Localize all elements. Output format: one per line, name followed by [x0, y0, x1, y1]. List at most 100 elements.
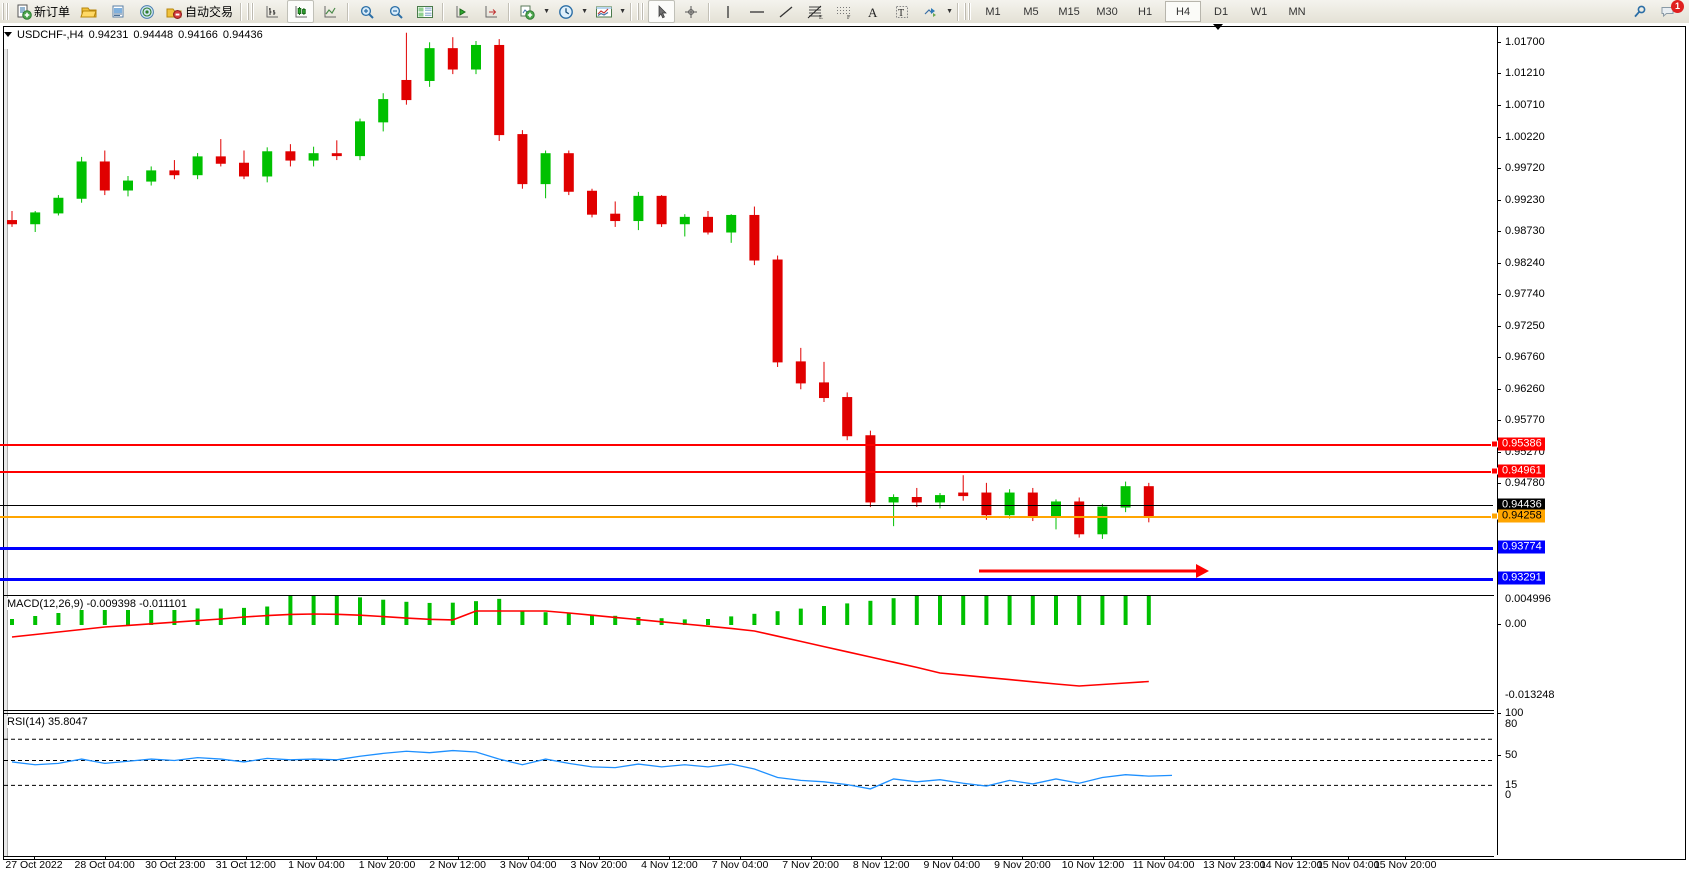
zoom-in-button[interactable]: [353, 0, 380, 23]
indicator-add-button[interactable]: [514, 0, 541, 23]
level-line-last-price[interactable]: [0, 504, 1493, 506]
time-axis-tick: [1022, 856, 1024, 860]
axis-tick: [1497, 262, 1501, 264]
chart-border: [3, 26, 1686, 860]
period-clock-button[interactable]: [552, 0, 579, 23]
rsi-axis-tick: [1497, 713, 1501, 714]
bar-chart-button[interactable]: [258, 0, 285, 23]
timeframe-m30[interactable]: M30: [1096, 5, 1118, 18]
zoom-out-button[interactable]: [382, 0, 409, 23]
timeframe-m5[interactable]: M5: [1023, 5, 1039, 18]
level-line-support-lower[interactable]: [0, 577, 1493, 581]
time-axis-label: 9 Nov 04:00: [923, 859, 981, 871]
rsi-pane[interactable]: RSI(14) 35.8047: [4, 713, 1494, 855]
level-line-resistance-upper[interactable]: [0, 444, 1493, 447]
rsi-axis-label: 0: [1505, 789, 1512, 801]
templates-button[interactable]: [590, 0, 617, 23]
equidistant-channel-button[interactable]: F: [830, 0, 857, 23]
time-axis-label: 8 Nov 12:00: [852, 859, 910, 871]
timeframe-mn[interactable]: MN: [1288, 5, 1306, 18]
crosshair-button[interactable]: [677, 0, 704, 23]
candlestick-chart-button[interactable]: [287, 0, 315, 23]
timeframe-w1[interactable]: W1: [1250, 5, 1268, 18]
print-preview-button[interactable]: [104, 0, 131, 23]
axis-tick: [1497, 294, 1501, 296]
toolbar-separator-3: [442, 2, 445, 21]
axis-tick-label: 0.97250: [1505, 319, 1545, 332]
timeframe-m15[interactable]: M15: [1058, 5, 1080, 18]
search-icon: [1633, 5, 1645, 17]
search-button[interactable]: [1626, 0, 1653, 23]
time-axis-tick: [104, 856, 106, 860]
text-box-button[interactable]: T: [888, 0, 915, 23]
axis-tick-label: 0.98730: [1505, 225, 1545, 238]
level-line-support-upper[interactable]: [0, 546, 1493, 550]
toolbar-grip-3[interactable]: [637, 3, 645, 20]
new-order-button[interactable]: 新订单: [13, 0, 73, 23]
fibonacci-button[interactable]: E: [801, 0, 828, 23]
price-tag-last-price: 0.94436: [1498, 498, 1545, 512]
toolbar-grip[interactable]: [2, 3, 9, 20]
level-line-resistance-lower[interactable]: [0, 471, 1493, 474]
level-handle-resistance-upper[interactable]: [1491, 440, 1498, 448]
vertical-line-button[interactable]: [714, 0, 741, 23]
axis-tick: [1497, 419, 1501, 421]
auto-scroll-button[interactable]: [448, 0, 475, 23]
toolbar-separator-5: [630, 2, 633, 21]
rsi-axis-label: 50: [1505, 749, 1518, 761]
expert-advisor-button[interactable]: 自动交易: [162, 0, 236, 23]
signals-button[interactable]: [133, 0, 160, 23]
level-handle-resistance-lower[interactable]: [1491, 467, 1498, 475]
chart-vertical-scrollbar[interactable]: [4, 49, 8, 857]
text-label-button[interactable]: A: [859, 0, 886, 23]
macd-plot: [10, 596, 1151, 687]
data-window-icon: [416, 5, 433, 18]
horizontal-line-button[interactable]: [743, 0, 770, 23]
chart-high-price: 0.94448: [133, 28, 174, 41]
timeframe-h4[interactable]: H4: [1165, 1, 1202, 22]
time-axis-label: 2 Nov 12:00: [429, 859, 486, 871]
chart-shift-button[interactable]: [477, 0, 504, 23]
time-axis-tick: [34, 856, 35, 860]
cursor-button[interactable]: [648, 0, 676, 23]
trendline-icon: [779, 6, 792, 17]
time-axis-label: 4 Nov 12:00: [641, 859, 698, 871]
chart-menu-caret-icon[interactable]: [4, 32, 12, 37]
axis-tick-label: 0.96260: [1505, 382, 1545, 395]
zoom-in-icon: [360, 5, 374, 19]
level-handle-bid-price[interactable]: [1491, 512, 1498, 520]
axis-tick-label: 0.97740: [1505, 288, 1545, 301]
price-pane[interactable]: [4, 27, 1494, 593]
time-axis-label: 1 Nov 20:00: [358, 859, 416, 871]
axis-tick: [1497, 451, 1501, 453]
indicator-dropdown-arrow[interactable]: ▼: [543, 8, 550, 15]
folder-button[interactable]: [75, 0, 102, 23]
line-chart-button[interactable]: [316, 0, 343, 23]
time-axis-label: 3 Nov 20:00: [570, 859, 628, 871]
axis-tick: [1497, 482, 1501, 484]
macd-axis-label: 0.00: [1505, 618, 1527, 630]
price-axis[interactable]: 1.01700 1.01210 1.00710 1.00220 0.99720 0.992…: [1497, 27, 1683, 855]
toolbar-grip-2[interactable]: [247, 3, 255, 20]
shapes-button[interactable]: [917, 0, 944, 23]
time-axis-label: 15 Nov 04:00: [1316, 859, 1380, 871]
text-label-icon: A: [868, 5, 878, 20]
templates-dropdown-arrow[interactable]: ▼: [619, 8, 626, 15]
level-line-bid-price[interactable]: [0, 516, 1493, 519]
toolbar-grip-4[interactable]: [964, 3, 972, 20]
toolbar-separator-7: [957, 2, 960, 21]
data-window-button[interactable]: [411, 0, 438, 23]
svg-text:T: T: [898, 8, 904, 19]
axis-tick-label: 1.00220: [1505, 130, 1545, 143]
period-dropdown-arrow[interactable]: ▼: [581, 8, 588, 15]
timeframe-d1[interactable]: D1: [1214, 5, 1229, 18]
price-tag-resistance-lower: 0.94961: [1498, 464, 1545, 478]
macd-pane[interactable]: MACD(12,26,9) -0.009398 -0.011101: [4, 595, 1494, 711]
timeframe-h1[interactable]: H1: [1138, 5, 1153, 18]
time-axis-label: 28 Oct 04:00: [74, 859, 135, 871]
timeframe-m1[interactable]: M1: [985, 5, 1001, 18]
shapes-dropdown-arrow[interactable]: ▼: [946, 8, 953, 15]
trendline-button[interactable]: [772, 0, 799, 23]
time-axis-tick: [245, 856, 247, 860]
chat-button[interactable]: 1: [1655, 0, 1684, 23]
